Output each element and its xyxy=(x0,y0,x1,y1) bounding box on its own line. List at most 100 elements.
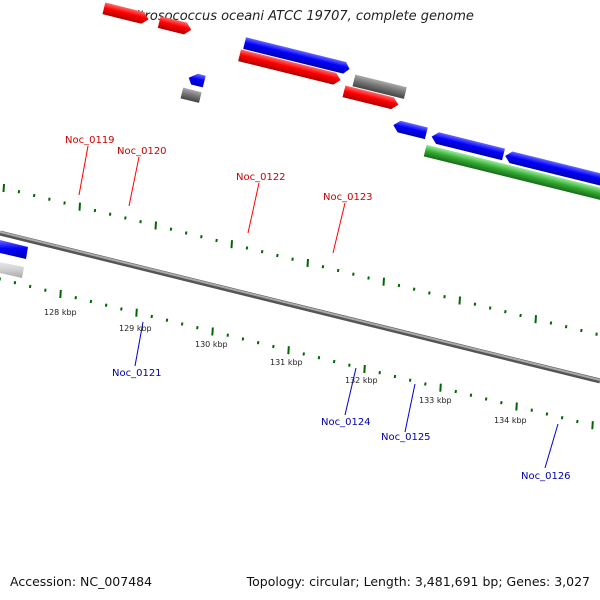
scale-label-133: 133 kbp xyxy=(419,396,452,405)
minor-tick xyxy=(276,253,279,258)
minor-tick xyxy=(256,341,260,345)
label-noc-0120[interactable]: Noc_0120 xyxy=(117,146,167,157)
major-tick xyxy=(78,202,81,211)
minor-tick xyxy=(150,314,153,319)
minor-tick xyxy=(28,284,32,289)
minor-tick xyxy=(428,291,431,295)
minor-tick xyxy=(124,216,127,220)
minor-tick xyxy=(397,283,401,288)
major-tick xyxy=(458,296,461,305)
major-tick xyxy=(439,383,442,392)
minor-tick xyxy=(196,326,199,330)
minor-tick xyxy=(226,333,229,337)
label-noc-0122[interactable]: Noc_0122 xyxy=(236,172,286,183)
minor-tick xyxy=(215,238,218,243)
minor-tick xyxy=(519,313,522,318)
minor-tick xyxy=(317,356,321,360)
scale-label-134: 134 kbp xyxy=(494,416,527,425)
minor-tick xyxy=(108,212,112,216)
label-noc-0126[interactable]: Noc_0126 xyxy=(521,471,571,482)
minor-tick xyxy=(48,197,51,201)
minor-tick xyxy=(393,374,397,379)
minor-tick xyxy=(139,220,142,224)
major-tick xyxy=(2,183,5,193)
minor-tick xyxy=(120,307,123,311)
gene-noc-0119[interactable] xyxy=(102,2,150,26)
scale-label-128: 128 kbp xyxy=(44,308,77,317)
minor-tick xyxy=(595,332,598,336)
minor-tick xyxy=(443,295,446,299)
label-connectors xyxy=(78,145,559,469)
label-noc-0119[interactable]: Noc_0119 xyxy=(65,135,115,146)
minor-tick xyxy=(184,231,188,235)
upper-tick-ruler xyxy=(2,183,598,336)
rna-feature-green[interactable] xyxy=(423,144,600,216)
minor-tick xyxy=(260,250,264,254)
minor-tick xyxy=(165,318,169,322)
minor-tick xyxy=(44,288,47,292)
gene-left-edge-gray[interactable] xyxy=(0,262,24,278)
gene-labels: Noc_0119 Noc_0120 Noc_0121 Noc_0122 Noc_… xyxy=(65,135,571,482)
minor-tick xyxy=(549,321,553,325)
major-tick xyxy=(591,421,594,430)
major-tick xyxy=(306,258,309,268)
minor-tick xyxy=(13,281,17,285)
label-noc-0124[interactable]: Noc_0124 xyxy=(321,417,371,428)
major-tick xyxy=(135,308,138,317)
gene-noc-0126[interactable] xyxy=(504,150,600,202)
minor-tick xyxy=(454,389,457,394)
gene-noc-0122[interactable] xyxy=(238,49,342,86)
genome-summary-text: Topology: circular; Length: 3,481,691 bp… xyxy=(246,574,590,589)
minor-tick xyxy=(93,208,97,213)
gene-noc-0125[interactable] xyxy=(430,131,505,161)
minor-tick xyxy=(241,337,245,341)
minor-tick xyxy=(545,412,549,416)
gene-noc-0121[interactable] xyxy=(180,87,202,103)
gene-noc-0123[interactable] xyxy=(342,85,400,111)
minor-tick xyxy=(504,310,507,314)
minor-tick xyxy=(412,287,416,291)
minor-tick xyxy=(424,382,427,386)
major-tick xyxy=(382,277,385,286)
minor-tick xyxy=(580,328,583,333)
label-noc-0121[interactable]: Noc_0121 xyxy=(112,368,162,379)
minor-tick xyxy=(469,393,473,397)
scale-labels: 128 kbp 129 kbp 130 kbp 131 kbp 132 kbp … xyxy=(44,308,527,425)
scale-label-130: 130 kbp xyxy=(195,340,228,349)
gene-left-edge-blue[interactable] xyxy=(0,240,28,259)
label-noc-0123[interactable]: Noc_0123 xyxy=(323,192,373,203)
major-tick xyxy=(59,289,62,299)
major-tick xyxy=(515,402,518,411)
minor-tick xyxy=(336,268,340,273)
minor-tick xyxy=(408,378,412,382)
minor-tick xyxy=(348,363,351,367)
minor-tick xyxy=(17,190,21,194)
gene-noc-0123-gray[interactable] xyxy=(352,74,407,99)
label-noc-0125[interactable]: Noc_0125 xyxy=(381,432,431,443)
minor-tick xyxy=(104,303,108,307)
minor-tick xyxy=(321,265,325,269)
scale-label-131: 131 kbp xyxy=(270,358,303,367)
gene-noc-0124[interactable] xyxy=(392,119,428,140)
minor-tick xyxy=(560,416,564,420)
minor-tick xyxy=(530,408,533,412)
minor-tick xyxy=(272,344,275,349)
minor-tick xyxy=(500,401,503,405)
minor-tick xyxy=(488,306,492,310)
minor-tick xyxy=(352,272,355,276)
genome-backbone-highlight xyxy=(0,231,600,381)
gene-noc-0120[interactable] xyxy=(157,16,193,36)
major-tick xyxy=(211,327,214,336)
forward-track xyxy=(102,2,407,111)
minor-tick xyxy=(378,371,381,375)
minor-tick xyxy=(63,201,66,205)
gene-noc-0121-blue[interactable] xyxy=(187,72,206,88)
major-tick xyxy=(287,346,290,355)
minor-tick xyxy=(180,322,184,326)
reverse-track xyxy=(180,72,600,216)
minor-tick xyxy=(32,193,36,198)
gene-noc-0122-blue[interactable] xyxy=(243,37,351,75)
lower-tick-ruler xyxy=(0,277,594,430)
minor-tick xyxy=(74,296,77,300)
